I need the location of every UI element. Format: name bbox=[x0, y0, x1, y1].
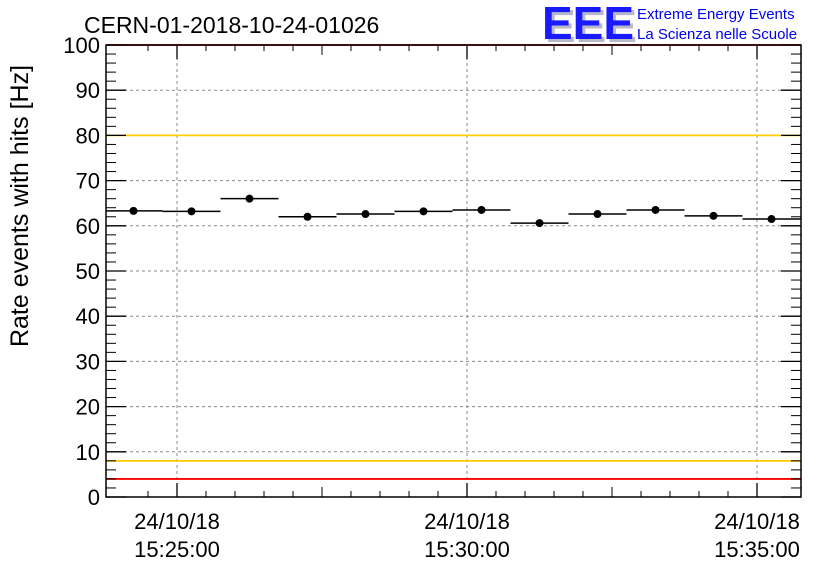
data-point bbox=[129, 206, 138, 215]
data-point bbox=[361, 210, 370, 219]
y-tick-label: 80 bbox=[76, 123, 100, 148]
data-point bbox=[767, 215, 776, 224]
x-tick-labels: 24/10/18 15:25:00 24/10/18 15:30:00 24/10/18… bbox=[134, 509, 800, 562]
data-point bbox=[477, 205, 486, 214]
y-tick-labels: 0 10 20 30 40 50 60 70 80 90 100 bbox=[63, 33, 100, 510]
eee-logo-line1: Extreme Energy Events bbox=[637, 6, 795, 23]
axis-ticks bbox=[106, 44, 801, 498]
x-tick-label-date: 24/10/18 bbox=[714, 509, 800, 534]
y-tick-label: 0 bbox=[88, 485, 100, 510]
y-tick-label: 60 bbox=[76, 214, 100, 239]
y-tick-label: 20 bbox=[76, 395, 100, 420]
data-point bbox=[535, 219, 544, 228]
eee-logo: EEE EEE Extreme Energy Events La Scienza… bbox=[542, 0, 797, 52]
x-tick-label-time: 15:30:00 bbox=[424, 537, 510, 562]
data-point bbox=[303, 212, 312, 221]
y-tick-label: 70 bbox=[76, 169, 100, 194]
eee-logo-mark: EEE bbox=[542, 0, 634, 49]
y-tick-label: 90 bbox=[76, 78, 100, 103]
y-tick-label: 30 bbox=[76, 349, 100, 374]
data-points bbox=[106, 194, 801, 228]
y-tick-label: 100 bbox=[63, 33, 100, 58]
x-tick-label-time: 15:25:00 bbox=[134, 537, 220, 562]
data-point bbox=[709, 211, 718, 220]
y-axis-label: Rate events with hits [Hz] bbox=[6, 65, 34, 347]
y-tick-label: 10 bbox=[76, 440, 100, 465]
grid bbox=[106, 45, 801, 497]
y-tick-label: 40 bbox=[76, 304, 100, 329]
eee-logo-shadow: EEE bbox=[545, 0, 637, 52]
data-point bbox=[187, 207, 196, 216]
x-tick-label-date: 24/10/18 bbox=[134, 509, 220, 534]
data-point bbox=[651, 205, 660, 214]
y-tick-label: 50 bbox=[76, 259, 100, 284]
x-tick-label-date: 24/10/18 bbox=[424, 509, 510, 534]
eee-logo-line2: La Scienza nelle Scuole bbox=[637, 26, 797, 43]
data-point bbox=[245, 194, 254, 203]
plot-frame bbox=[105, 44, 802, 498]
data-point bbox=[593, 210, 602, 219]
reference-lines bbox=[106, 44, 801, 480]
data-point bbox=[419, 207, 428, 216]
x-tick-label-time: 15:35:00 bbox=[714, 537, 800, 562]
chart-title: CERN-01-2018-10-24-01026 bbox=[84, 12, 379, 38]
